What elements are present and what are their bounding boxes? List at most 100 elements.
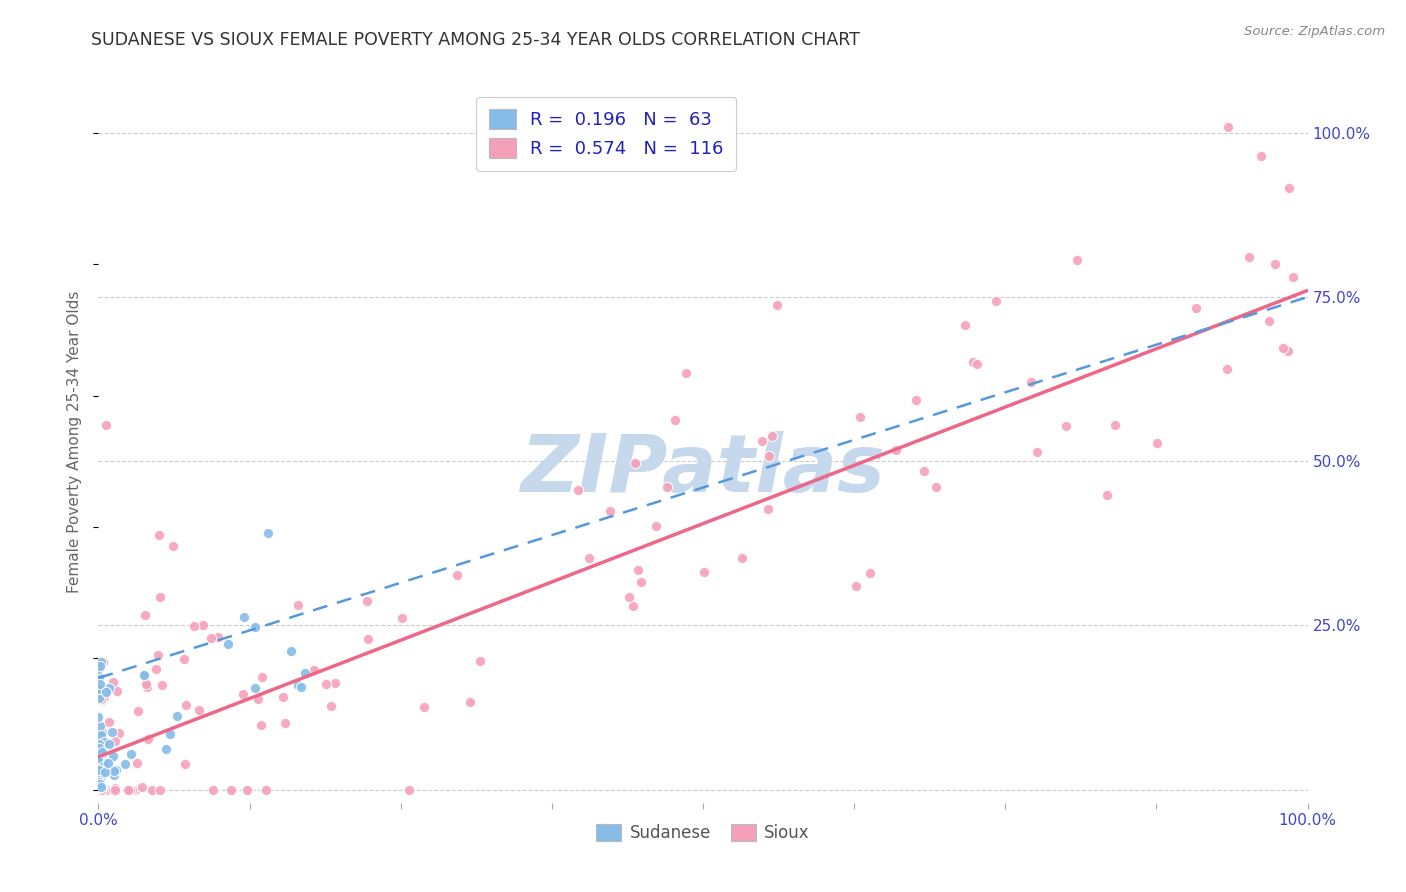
- Point: [751, 519, 773, 533]
- Point: [96, 689, 118, 703]
- Point: [93, 704, 115, 718]
- Point: [87, 733, 110, 747]
- Point: [118, 722, 141, 736]
- Point: [193, 630, 215, 644]
- Point: [97, 737, 120, 751]
- Point: [148, 782, 170, 797]
- Point: [859, 387, 882, 401]
- Point: [174, 776, 197, 790]
- Point: [125, 782, 148, 797]
- Point: [250, 727, 273, 741]
- Point: [287, 678, 309, 692]
- Point: [319, 602, 342, 616]
- Point: [131, 782, 153, 797]
- Legend: Sudanese, Sioux: Sudanese, Sioux: [589, 817, 817, 848]
- Point: [87, 690, 110, 705]
- Point: [103, 694, 125, 708]
- Point: [141, 782, 163, 797]
- Point: [1264, 211, 1286, 225]
- Point: [90, 655, 112, 669]
- Point: [1237, 220, 1260, 235]
- Point: [458, 510, 481, 524]
- Point: [150, 753, 173, 767]
- Point: [91, 780, 114, 794]
- Point: [89, 681, 111, 696]
- Point: [89, 657, 111, 671]
- Point: [664, 504, 686, 518]
- Point: [675, 690, 697, 704]
- Point: [446, 556, 468, 570]
- Point: [149, 699, 172, 714]
- Point: [756, 334, 779, 348]
- Point: [274, 643, 297, 657]
- Point: [765, 400, 787, 414]
- Point: [280, 644, 302, 658]
- Point: [87, 774, 110, 789]
- Point: [246, 705, 269, 719]
- Point: [155, 741, 177, 756]
- Point: [117, 782, 139, 797]
- Point: [94, 685, 117, 699]
- Point: [617, 491, 640, 505]
- Point: [90, 782, 112, 797]
- Point: [1250, 107, 1272, 121]
- Point: [1271, 364, 1294, 378]
- Point: [626, 517, 648, 532]
- Point: [89, 763, 111, 777]
- Point: [108, 729, 131, 743]
- Point: [134, 782, 156, 797]
- Point: [966, 519, 988, 533]
- Point: [136, 640, 159, 655]
- Point: [90, 765, 112, 780]
- Point: [93, 756, 115, 770]
- Point: [90, 609, 112, 624]
- Point: [124, 670, 146, 684]
- Point: [174, 615, 197, 630]
- Point: [693, 500, 716, 514]
- Point: [304, 681, 326, 696]
- Point: [243, 620, 266, 634]
- Point: [87, 741, 110, 756]
- Point: [87, 737, 110, 751]
- Point: [235, 696, 257, 710]
- Point: [599, 516, 621, 531]
- Point: [621, 578, 644, 592]
- Point: [104, 782, 127, 797]
- Point: [290, 681, 312, 695]
- Point: [101, 670, 124, 684]
- Point: [89, 777, 111, 791]
- Point: [87, 761, 110, 775]
- Point: [93, 759, 115, 773]
- Point: [89, 677, 111, 691]
- Point: [468, 593, 491, 607]
- Point: [243, 681, 266, 695]
- Point: [98, 702, 121, 716]
- Point: [1026, 269, 1049, 284]
- Point: [87, 751, 110, 765]
- Point: [271, 764, 294, 779]
- Point: [89, 658, 111, 673]
- Point: [87, 748, 110, 763]
- Point: [645, 498, 668, 512]
- Point: [1216, 119, 1239, 133]
- Point: [398, 582, 420, 597]
- Point: [145, 617, 167, 632]
- Point: [135, 662, 157, 676]
- Point: [986, 496, 1008, 510]
- Point: [105, 737, 128, 751]
- Point: [91, 737, 114, 751]
- Point: [1215, 343, 1237, 358]
- Point: [217, 637, 239, 651]
- Point: [103, 768, 125, 782]
- Point: [1021, 401, 1043, 416]
- Point: [183, 782, 205, 797]
- Point: [758, 301, 780, 316]
- Point: [87, 780, 110, 794]
- Point: [87, 670, 110, 684]
- Point: [202, 761, 225, 775]
- Point: [103, 764, 125, 778]
- Point: [159, 727, 181, 741]
- Point: [1185, 227, 1208, 241]
- Point: [104, 782, 127, 797]
- Point: [232, 782, 254, 797]
